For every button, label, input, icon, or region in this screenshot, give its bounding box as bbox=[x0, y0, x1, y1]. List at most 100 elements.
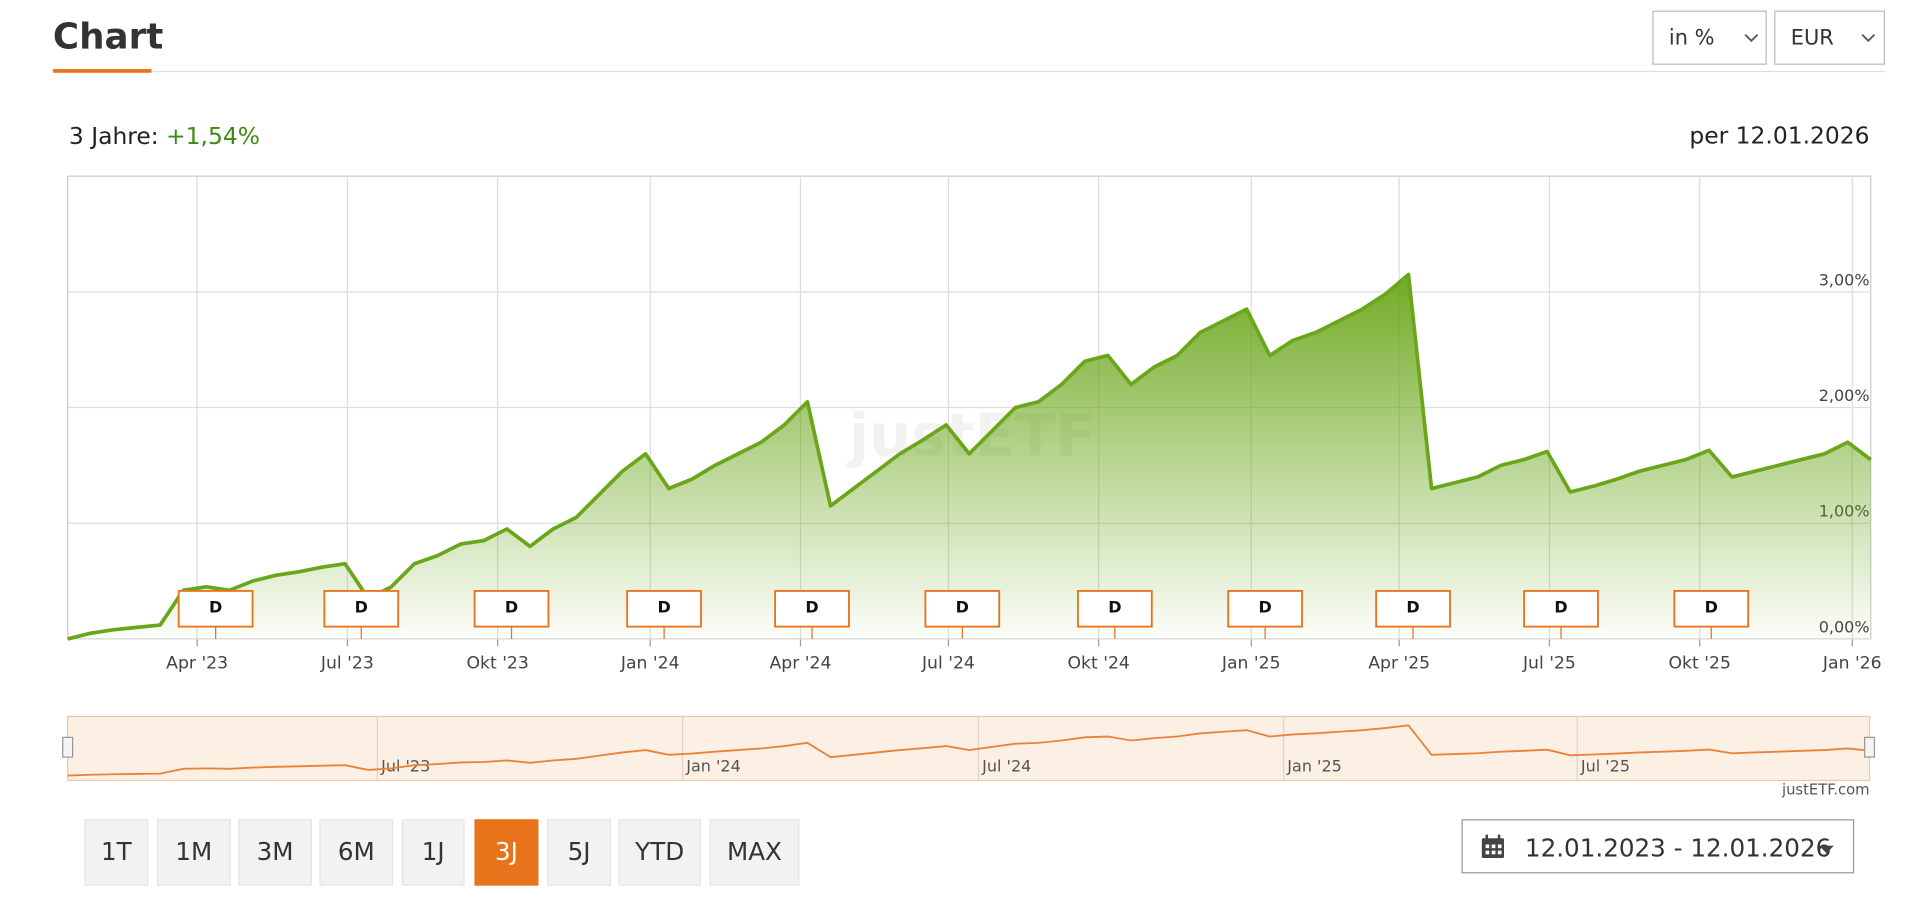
dividend-label: D bbox=[1406, 598, 1419, 617]
x-tick-label: Okt '25 bbox=[1669, 654, 1731, 674]
page-title: Chart bbox=[53, 16, 163, 57]
range-button-label: 5J bbox=[568, 837, 591, 866]
x-tick-label: Jan '24 bbox=[620, 654, 680, 674]
range-button-label: 1T bbox=[101, 837, 133, 866]
y-tick-label: 2,00% bbox=[1819, 386, 1870, 405]
y-tick-label: 3,00% bbox=[1819, 270, 1870, 289]
range-button[interactable]: 1M bbox=[156, 819, 231, 886]
navigator-tick-label: Jul '25 bbox=[1580, 756, 1630, 775]
range-button-bg bbox=[401, 819, 465, 886]
dividend-box bbox=[626, 590, 702, 628]
dividend-label: D bbox=[805, 598, 818, 617]
range-button-bg bbox=[238, 819, 312, 886]
range-button[interactable]: 3M bbox=[238, 819, 312, 886]
range-button[interactable]: MAX bbox=[709, 819, 800, 886]
range-button-label: 1J bbox=[422, 837, 445, 866]
dividend-box bbox=[1673, 590, 1750, 628]
dividend-label: D bbox=[1108, 598, 1121, 617]
range-button-bg bbox=[319, 819, 394, 886]
range-button[interactable]: 1T bbox=[84, 819, 149, 886]
range-button-bg bbox=[618, 819, 701, 886]
dividend-marker[interactable]: D bbox=[1227, 590, 1303, 639]
dividend-box bbox=[1523, 590, 1599, 628]
dividend-box bbox=[1077, 590, 1153, 628]
range-button-bg bbox=[709, 819, 800, 886]
dividend-box bbox=[473, 590, 550, 628]
range-button[interactable]: 6M bbox=[319, 819, 394, 886]
range-button-label: MAX bbox=[727, 837, 782, 866]
x-tick-label: Okt '23 bbox=[466, 654, 528, 674]
navigator-line bbox=[67, 724, 1871, 777]
navigator-tick-label: Jan '24 bbox=[685, 756, 741, 775]
x-tick-label: Apr '25 bbox=[1368, 654, 1430, 674]
dividend-marker[interactable]: D bbox=[626, 590, 702, 639]
range-button[interactable]: 1J bbox=[401, 819, 465, 886]
range-button[interactable]: YTD bbox=[618, 819, 701, 886]
x-tick-label: Jul '24 bbox=[921, 654, 975, 674]
dividend-marker[interactable]: D bbox=[1523, 590, 1599, 639]
summary: 3 Jahre: +1,54% bbox=[69, 121, 260, 149]
x-tick-label: Jan '26 bbox=[1822, 654, 1882, 674]
summary-change: +1,54% bbox=[166, 121, 260, 149]
currency-select-label: EUR bbox=[1791, 25, 1834, 49]
unit-select[interactable]: in % bbox=[1652, 10, 1767, 65]
unit-select-label: in % bbox=[1669, 25, 1715, 49]
dividend-label: D bbox=[505, 598, 518, 617]
dividend-box bbox=[924, 590, 1001, 628]
range-button-bg bbox=[156, 819, 231, 886]
dividend-marker[interactable]: D bbox=[774, 590, 850, 639]
x-tick-label: Okt '24 bbox=[1067, 654, 1129, 674]
dividend-marker[interactable]: D bbox=[473, 590, 550, 639]
dividend-marker[interactable]: D bbox=[924, 590, 1001, 639]
dividend-marker[interactable]: D bbox=[323, 590, 400, 639]
range-button[interactable]: 5J bbox=[547, 819, 612, 886]
summary-label: 3 Jahre: bbox=[69, 121, 159, 149]
plot: Apr '23 Jul '23 Okt '23 Jan '24 Apr '24 Jul '… bbox=[62, 175, 1882, 782]
navigator-tick-label: Jul '24 bbox=[981, 756, 1031, 775]
area bbox=[67, 274, 1871, 639]
dividend-box bbox=[774, 590, 850, 628]
range-button-bg bbox=[547, 819, 612, 886]
currency-select[interactable]: EUR bbox=[1774, 10, 1885, 65]
range-buttons: 1T 1M 3M 6M 1J 3J 5J YTD MAX bbox=[84, 819, 800, 886]
dividend-label: D bbox=[355, 598, 368, 617]
dividend-marker[interactable]: D bbox=[1375, 590, 1451, 639]
range-button-label: YTD bbox=[634, 837, 684, 866]
x-tick-label: Jul '23 bbox=[320, 654, 374, 674]
navigator-tick-label: Jan '25 bbox=[1286, 756, 1342, 775]
navigator-handle-grip bbox=[62, 736, 74, 758]
dividend-marker[interactable]: D bbox=[1077, 590, 1153, 639]
range-button[interactable]: 3J bbox=[474, 819, 539, 886]
as-of-date: per 12.01.2026 bbox=[1689, 121, 1869, 149]
dividend-label: D bbox=[1705, 598, 1718, 617]
range-button-label: 1M bbox=[175, 837, 212, 866]
credit: justETF.com bbox=[1781, 781, 1870, 798]
dividend-label: D bbox=[1258, 598, 1271, 617]
dividend-marker[interactable]: D bbox=[177, 590, 254, 639]
date-range-picker[interactable]: 12.01.2023 - 12.01.2026 bbox=[1461, 819, 1855, 874]
x-tick-label: Apr '23 bbox=[166, 654, 228, 674]
dividend-label: D bbox=[657, 598, 670, 617]
title-underline bbox=[52, 69, 152, 73]
date-range-label: 12.01.2023 - 12.01.2026 bbox=[1525, 833, 1831, 862]
dividend-marker[interactable]: D bbox=[1673, 590, 1750, 639]
navigator-handle[interactable] bbox=[62, 736, 74, 758]
range-button-label: 6M bbox=[338, 837, 375, 866]
x-tick-label: Jan '25 bbox=[1221, 654, 1281, 674]
x-tick-label: Jul '25 bbox=[1522, 654, 1576, 674]
dividend-box bbox=[1375, 590, 1451, 628]
dividend-box bbox=[177, 590, 254, 628]
dividend-box bbox=[1227, 590, 1303, 628]
dividend-box bbox=[323, 590, 400, 628]
range-button-bg bbox=[84, 819, 149, 886]
dividend-label: D bbox=[209, 598, 222, 617]
dividend-label: D bbox=[1554, 598, 1567, 617]
navigator-handle-grip bbox=[1864, 736, 1876, 758]
navigator-handle[interactable] bbox=[1864, 736, 1876, 758]
range-button-bg bbox=[474, 819, 539, 886]
x-tick-label: Apr '24 bbox=[770, 654, 832, 674]
dividend-label: D bbox=[956, 598, 969, 617]
range-button-label: 3M bbox=[257, 837, 294, 866]
